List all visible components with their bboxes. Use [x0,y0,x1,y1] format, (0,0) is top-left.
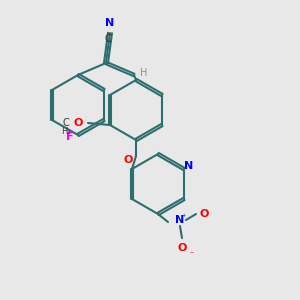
Text: O: O [177,243,187,253]
Text: C: C [105,34,111,44]
Text: N: N [176,215,184,225]
Text: O: O [73,118,83,128]
Text: F: F [66,132,74,142]
Text: O: O [199,209,209,219]
Text: $^+$: $^+$ [180,214,187,220]
Text: O: O [123,155,133,165]
Text: H₃: H₃ [61,127,71,136]
Text: $^-$: $^-$ [188,250,195,256]
Text: N: N [184,161,194,171]
Text: C: C [63,118,69,128]
Text: H: H [140,68,148,78]
Text: N: N [105,18,115,28]
